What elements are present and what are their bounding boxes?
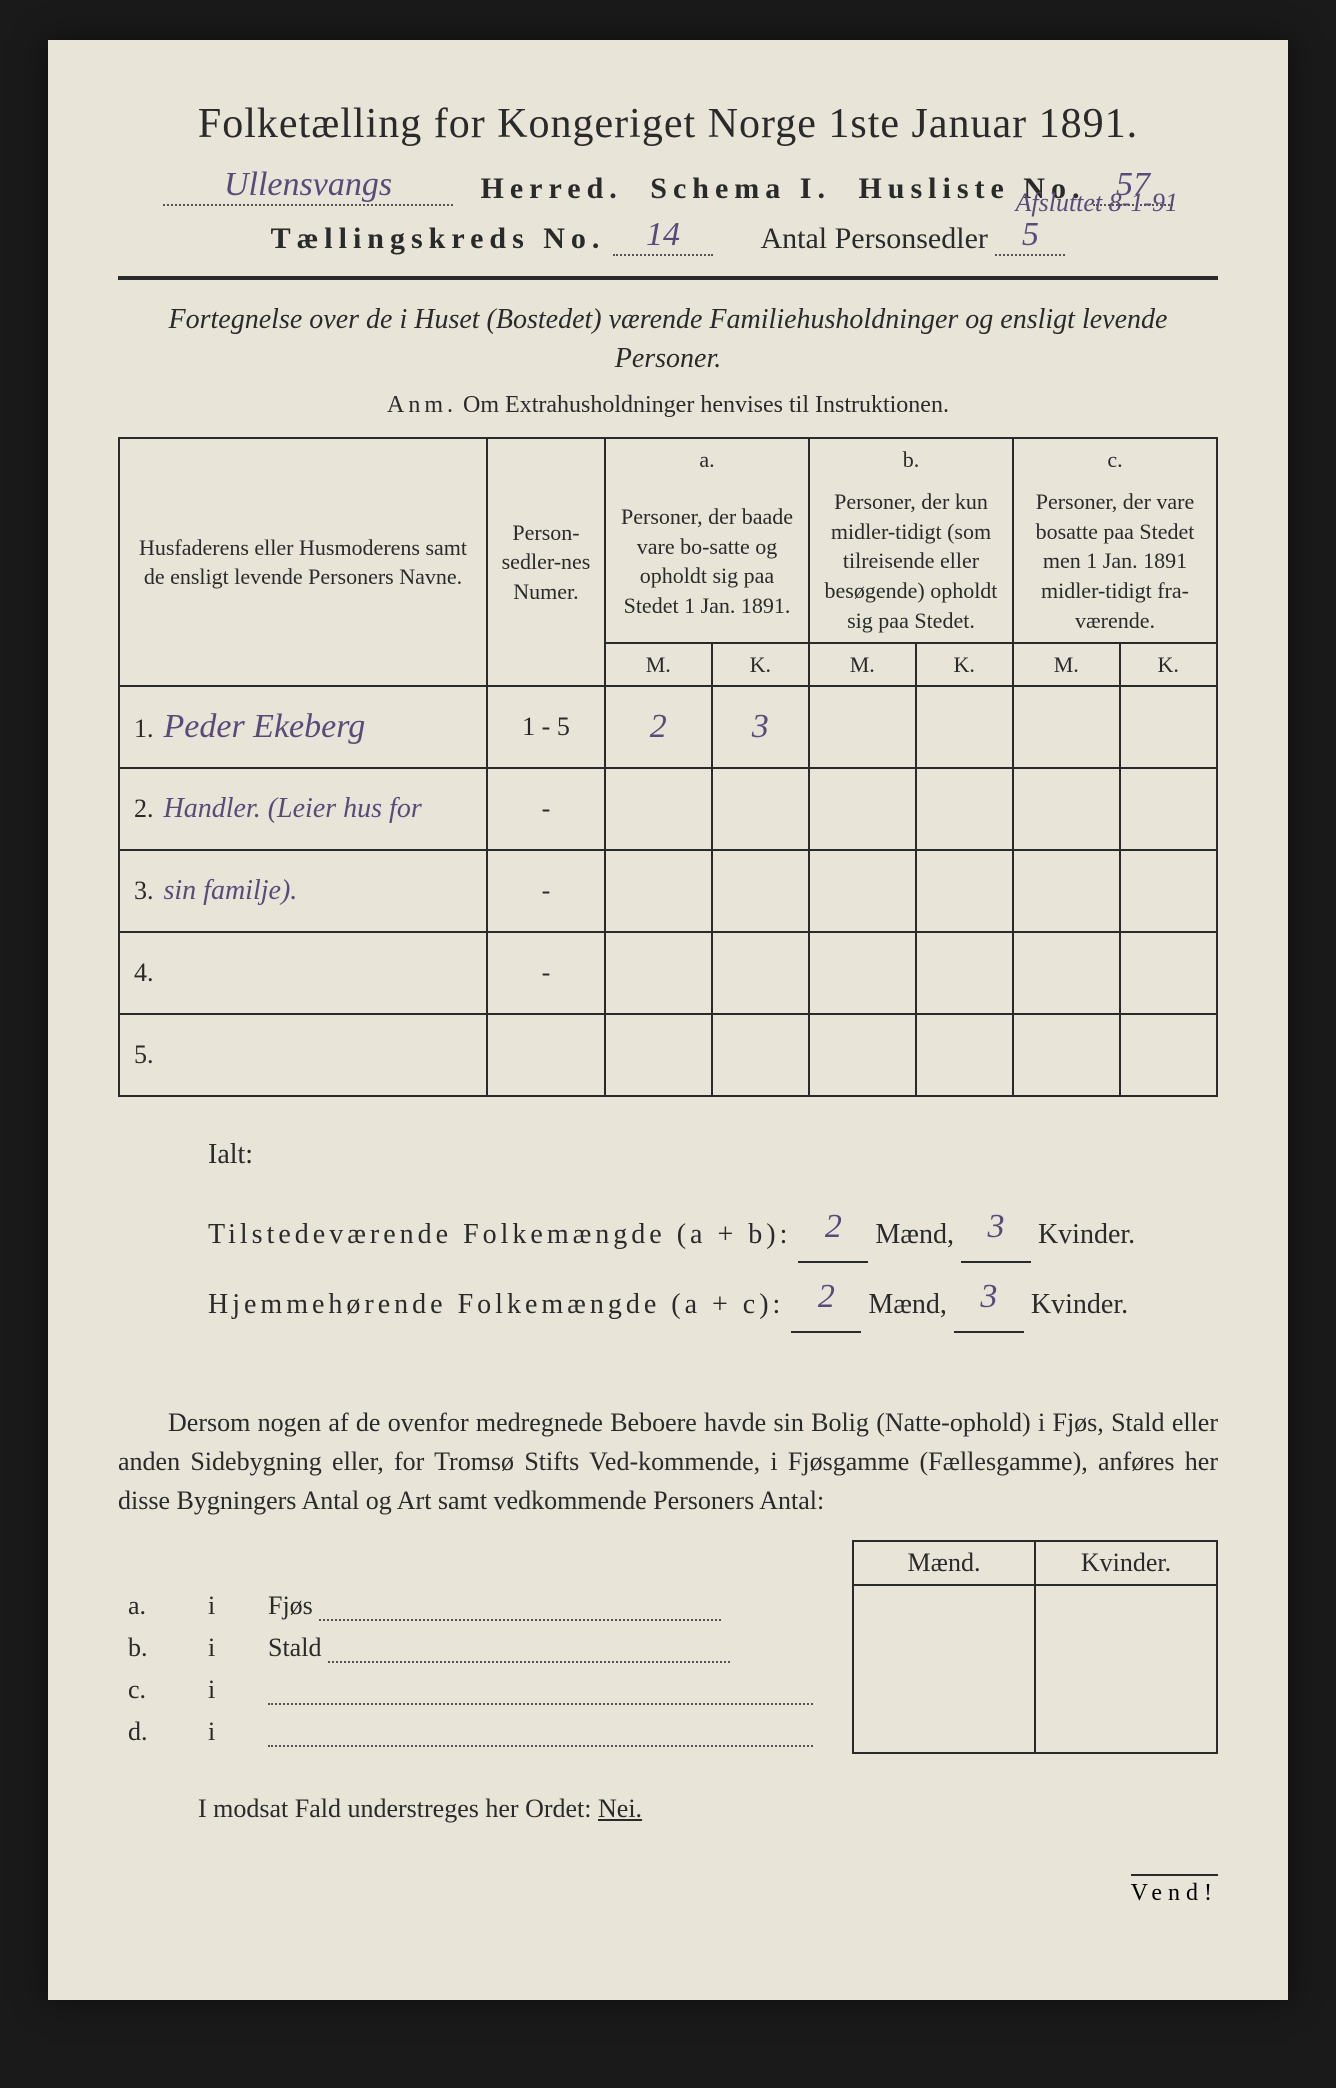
cell-bm <box>809 686 916 768</box>
col-names-header: Husfaderens eller Husmoderens samt de en… <box>119 438 487 686</box>
ps-num: - <box>487 768 605 850</box>
person-name: Peder Ekeberg <box>164 708 366 745</box>
antal-label: Antal Personsedler <box>760 222 987 255</box>
person-name: Handler. (Leier hus for <box>164 793 422 824</box>
totals-block: Ialt: Tilstedeværende Folkemængde (a + b… <box>208 1127 1218 1333</box>
bldg-letter: d. <box>118 1711 198 1753</box>
ialt-label: Ialt: <box>208 1127 1218 1183</box>
ps-num: 1 - 5 <box>487 686 605 768</box>
header-line-2: Afsluttet 8-1-91 Tællingskreds No. 14 An… <box>118 216 1218 256</box>
footer-text: I modsat Fald understreges her Ordet: <box>198 1794 592 1823</box>
col-b-m: M. <box>809 643 916 687</box>
row-num: 2. <box>134 794 158 824</box>
table-row: 2. Handler. (Leier hus for - <box>119 768 1217 850</box>
subtitle: Fortegnelse over de i Huset (Bostedet) v… <box>118 300 1218 378</box>
col-a-header: Personer, der baade vare bo-satte og oph… <box>605 481 809 642</box>
present-line: Tilstedeværende Folkemængde (a + b): 2 M… <box>208 1193 1218 1263</box>
col-c-m: M. <box>1013 643 1120 687</box>
bldg-i: i <box>198 1585 258 1627</box>
outbuilding-table: Mænd. Kvinder. a. i Fjøs b. i Stald c. i… <box>118 1540 1218 1754</box>
kreds-value: 14 <box>646 216 680 253</box>
present-label: Tilstedeværende Folkemængde (a + b): <box>208 1219 791 1250</box>
table-row: 1. Peder Ekeberg 1 - 5 2 3 <box>119 686 1217 768</box>
antal-value: 5 <box>1022 216 1039 253</box>
herred-label: Herred. <box>481 172 623 205</box>
kvinder-label: Kvinder. <box>1038 1219 1135 1250</box>
outbuilding-paragraph: Dersom nogen af de ovenfor medregnede Be… <box>118 1403 1218 1520</box>
bldg-row: d. i <box>118 1711 1217 1753</box>
col-b-header: Personer, der kun midler-tidigt (som til… <box>809 481 1013 642</box>
completion-annotation: Afsluttet 8-1-91 <box>1016 188 1178 218</box>
bldg-name: Fjøs <box>268 1591 313 1620</box>
bldg-kvinder-header: Kvinder. <box>1035 1541 1217 1585</box>
bldg-name: Stald <box>268 1633 321 1662</box>
footer-line: I modsat Fald understreges her Ordet: Ne… <box>118 1794 1218 1824</box>
resident-m: 2 <box>818 1278 835 1315</box>
bldg-letter: c. <box>118 1669 198 1711</box>
kreds-label: Tællingskreds No. <box>271 222 606 255</box>
present-k: 3 <box>987 1208 1004 1245</box>
cell-ak: 3 <box>752 708 769 745</box>
bldg-i: i <box>198 1627 258 1669</box>
nei-word: Nei. <box>598 1794 642 1823</box>
row-num: 4. <box>134 958 158 988</box>
resident-line: Hjemmehørende Folkemængde (a + c): 2 Mæn… <box>208 1263 1218 1333</box>
col-numer-header: Person-sedler-nes Numer. <box>487 438 605 686</box>
schema-label: Schema I. <box>650 172 831 205</box>
table-row: 3. sin familje). - <box>119 850 1217 932</box>
bldg-i: i <box>198 1711 258 1753</box>
col-c-k: K. <box>1120 643 1218 687</box>
maend-label: Mænd, <box>875 1219 954 1250</box>
bldg-row: c. i <box>118 1669 1217 1711</box>
cell-am: 2 <box>650 708 667 745</box>
bldg-letter: a. <box>118 1585 198 1627</box>
anm-label: Anm. <box>387 392 457 418</box>
col-b-k: K. <box>916 643 1013 687</box>
bldg-row: a. i Fjøs <box>118 1585 1217 1627</box>
anm-line: Anm. Om Extrahusholdninger henvises til … <box>118 392 1218 419</box>
ps-num <box>487 1014 605 1096</box>
bldg-letter: b. <box>118 1627 198 1669</box>
col-c-header: Personer, der vare bosatte paa Stedet me… <box>1013 481 1217 642</box>
bldg-maend-header: Mænd. <box>853 1541 1035 1585</box>
row-num: 1. <box>134 714 158 744</box>
main-table: Husfaderens eller Husmoderens samt de en… <box>118 437 1218 1097</box>
maend-label: Mænd, <box>868 1289 947 1320</box>
kvinder-label: Kvinder. <box>1031 1289 1128 1320</box>
present-m: 2 <box>825 1208 842 1245</box>
col-a-top: a. <box>605 438 809 481</box>
col-a-m: M. <box>605 643 712 687</box>
cell-cm <box>1013 686 1120 768</box>
resident-k: 3 <box>980 1278 997 1315</box>
col-c-top: c. <box>1013 438 1217 481</box>
table-row: 5. <box>119 1014 1217 1096</box>
row-num: 3. <box>134 876 158 906</box>
ps-num: - <box>487 932 605 1014</box>
row-num: 5. <box>134 1040 158 1070</box>
table-row: 4. - <box>119 932 1217 1014</box>
col-a-k: K. <box>712 643 809 687</box>
ps-num: - <box>487 850 605 932</box>
resident-label: Hjemmehørende Folkemængde (a + c): <box>208 1289 784 1320</box>
bldg-row: b. i Stald <box>118 1627 1217 1669</box>
bldg-i: i <box>198 1669 258 1711</box>
divider <box>118 276 1218 280</box>
census-form-page: Folketælling for Kongeriget Norge 1ste J… <box>48 40 1288 2000</box>
vend-label: Vend! <box>1131 1874 1218 1907</box>
cell-ck <box>1120 686 1218 768</box>
page-title: Folketælling for Kongeriget Norge 1ste J… <box>118 100 1218 148</box>
herred-value: Ullensvangs <box>224 166 392 203</box>
anm-text: Om Extrahusholdninger henvises til Instr… <box>463 392 949 418</box>
person-name: sin familje). <box>164 875 298 906</box>
col-b-top: b. <box>809 438 1013 481</box>
cell-bk <box>916 686 1013 768</box>
